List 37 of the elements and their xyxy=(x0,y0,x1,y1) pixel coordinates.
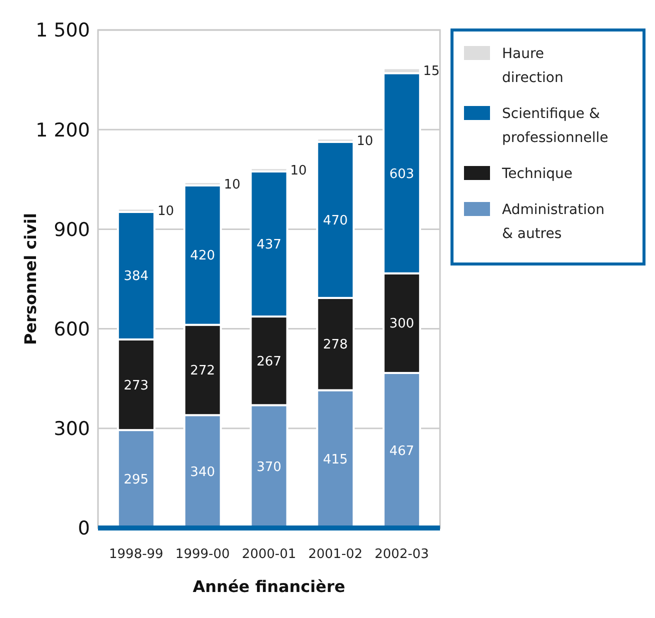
data-label: 10 xyxy=(356,134,374,149)
x-tick-label: 1998-99 xyxy=(109,547,164,562)
y-axis-title: Personnel civil xyxy=(21,212,40,346)
data-label: 603 xyxy=(389,166,414,182)
data-label: 295 xyxy=(124,472,149,488)
data-label: 415 xyxy=(322,452,348,468)
legend-label: Administration & autres xyxy=(502,202,604,242)
y-tick-label: 300 xyxy=(54,418,90,440)
x-tick-label: 2001-02 xyxy=(308,547,363,562)
data-label: 340 xyxy=(190,465,216,480)
data-label: 370 xyxy=(256,460,282,476)
data-label: 470 xyxy=(322,213,348,228)
data-label: 10 xyxy=(224,177,240,192)
data-label: 273 xyxy=(124,378,149,394)
y-tick-label: 1 200 xyxy=(36,119,90,142)
data-label: 300 xyxy=(389,316,414,332)
y-tick-label: 0 xyxy=(78,518,90,540)
data-label: 384 xyxy=(124,269,149,284)
y-tick-label: 1 500 xyxy=(36,20,90,42)
data-label: 15 xyxy=(423,64,440,80)
data-label: 278 xyxy=(322,338,348,353)
data-label: 267 xyxy=(256,354,282,370)
data-label: 272 xyxy=(190,364,216,379)
x-tick-label: 2002-03 xyxy=(374,547,429,562)
x-tick-label: 2000-01 xyxy=(242,547,296,562)
legend-label: Technique xyxy=(501,166,572,182)
y-tick-label: 900 xyxy=(54,218,90,241)
data-label: 10 xyxy=(157,204,174,219)
x-tick-label: 1999-00 xyxy=(175,547,230,562)
data-label: 420 xyxy=(190,248,216,264)
data-label: 437 xyxy=(256,238,282,253)
legend-label: Scientifique & professionnelle xyxy=(502,106,608,146)
legend-label: Haure direction xyxy=(502,46,564,86)
data-label: 10 xyxy=(290,163,307,178)
y-tick-label: 600 xyxy=(54,318,90,340)
data-label: 467 xyxy=(389,444,414,460)
x-axis-title: Année financière xyxy=(192,577,346,596)
